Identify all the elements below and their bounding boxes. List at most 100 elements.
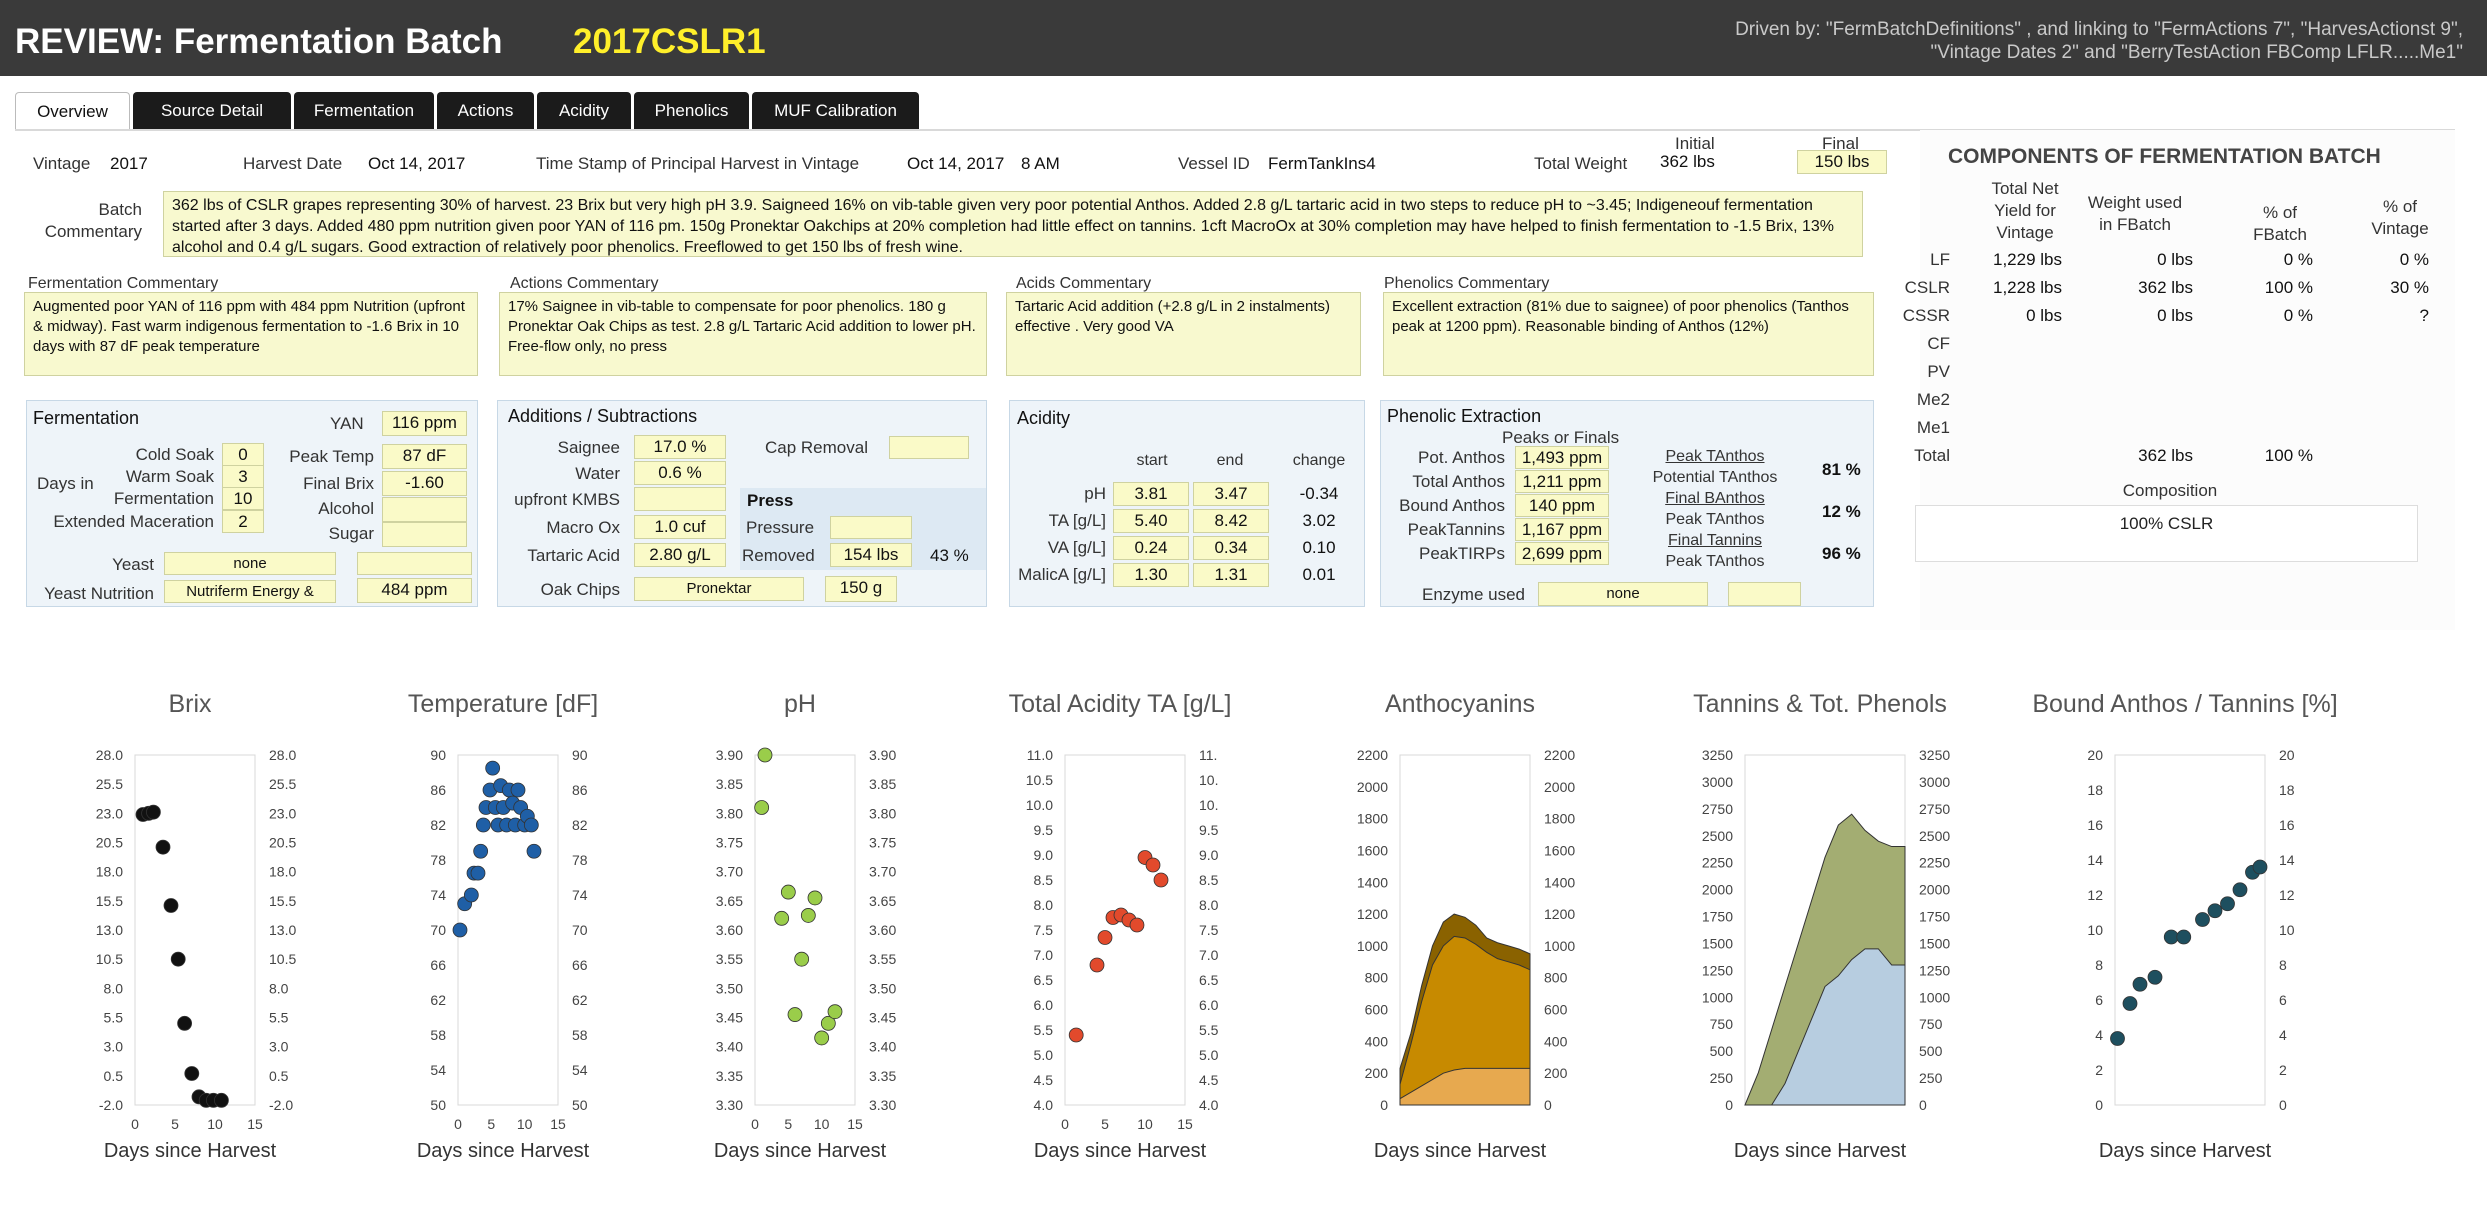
acidity-end-value[interactable]: 8.42 bbox=[1193, 509, 1269, 533]
y-tick-label-right: 400 bbox=[1544, 1033, 1568, 1049]
x-axis-label: Days since Harvest bbox=[416, 1140, 590, 1162]
final-brix-value[interactable]: -1.60 bbox=[382, 471, 467, 496]
y-tick-label: 750 bbox=[1710, 1016, 1734, 1032]
actions-commentary-text[interactable]: 17% Saignee in vib-table to compensate f… bbox=[499, 292, 987, 376]
x-tick-label: 0 bbox=[454, 1116, 462, 1132]
water-value[interactable]: 0.6 % bbox=[634, 461, 726, 485]
tab-muf-calibration[interactable]: MUF Calibration bbox=[752, 92, 919, 129]
component-name: CF bbox=[1927, 334, 1950, 353]
y-tick-label: 1500 bbox=[1702, 935, 1733, 951]
acidity-row-label: MalicA [g/L] bbox=[1018, 565, 1106, 584]
tartaric-acid-value[interactable]: 2.80 g/L bbox=[634, 543, 726, 567]
acidity-end-value[interactable]: 3.47 bbox=[1193, 482, 1269, 506]
tab-overview[interactable]: Overview bbox=[15, 92, 130, 129]
chart-svg: -2.0 -2.0 0.5 0.5 3.0 3.0 5.5 5.5 8.0 8.0 10.5 10.5… bbox=[96, 747, 297, 1132]
acids-commentary-text[interactable]: Tartaric Acid addition (+2.8 g/L in 2 in… bbox=[1006, 292, 1361, 376]
x-axis-label: Days since Harvest bbox=[1033, 1140, 1207, 1162]
phenolic-row-value[interactable]: 1,211 ppm bbox=[1515, 470, 1609, 493]
cap-removal-value[interactable] bbox=[889, 436, 969, 459]
yan-value[interactable]: 116 ppm bbox=[382, 411, 467, 436]
data-point bbox=[155, 839, 171, 855]
upfront-kmbs-value[interactable] bbox=[634, 487, 726, 511]
phenolic-row-value[interactable]: 1,167 ppm bbox=[1515, 518, 1609, 541]
y-tick-label: 3.45 bbox=[716, 1010, 743, 1026]
enzyme-extra-value[interactable] bbox=[1728, 582, 1801, 606]
component-used: 362 lbs bbox=[2138, 446, 2193, 465]
fermentation-days-value[interactable]: 10 bbox=[222, 487, 264, 510]
tab-actions[interactable]: Actions bbox=[437, 92, 534, 129]
data-point bbox=[473, 843, 489, 859]
x-tick-label: 10 bbox=[814, 1116, 830, 1132]
y-tick-label: 1000 bbox=[1357, 938, 1388, 954]
final-weight-value[interactable]: 150 lbs bbox=[1797, 150, 1887, 174]
data-point bbox=[794, 951, 810, 967]
oak-chips-value[interactable]: Pronektar bbox=[634, 577, 804, 601]
acidity-start-value[interactable]: 0.24 bbox=[1113, 536, 1189, 560]
sugar-value[interactable] bbox=[382, 522, 467, 547]
warm-soak-label: Warm Soak bbox=[125, 467, 214, 486]
y-tick-label-right: 25.5 bbox=[269, 776, 296, 792]
peaks-label: Peaks or Finals bbox=[1502, 428, 1620, 447]
data-point bbox=[510, 782, 526, 798]
phenolic-row-value[interactable]: 140 ppm bbox=[1515, 494, 1609, 517]
tab-source-detail[interactable]: Source Detail bbox=[133, 92, 291, 129]
acidity-change-value: -0.34 bbox=[1299, 484, 1339, 503]
peak-temp-value[interactable]: 87 dF bbox=[382, 444, 467, 469]
extended-maceration-value[interactable]: 2 bbox=[222, 510, 264, 533]
harvest-date-label: Harvest Date bbox=[243, 154, 343, 173]
y-tick-label: 3.60 bbox=[716, 922, 743, 938]
cold-soak-value[interactable]: 0 bbox=[222, 443, 264, 466]
y-tick-label-right: 8.5 bbox=[1199, 872, 1219, 888]
y-tick-label-right: 11. bbox=[1199, 747, 1217, 763]
x-tick-label: 0 bbox=[751, 1116, 759, 1132]
y-tick-label: 3.55 bbox=[716, 951, 743, 967]
enzyme-value[interactable]: none bbox=[1538, 582, 1708, 606]
removed-value[interactable]: 154 lbs bbox=[830, 543, 912, 567]
y-tick-label: 4 bbox=[2095, 1027, 2103, 1043]
tab-acidity[interactable]: Acidity bbox=[537, 92, 631, 129]
y-tick-label-right: 3.80 bbox=[869, 805, 896, 821]
warm-soak-value[interactable]: 3 bbox=[222, 465, 264, 488]
macro-ox-value[interactable]: 1.0 cuf bbox=[634, 515, 726, 539]
acidity-start-value[interactable]: 1.30 bbox=[1113, 563, 1189, 587]
yeast-nutrition-amount[interactable]: 484 ppm bbox=[357, 578, 472, 603]
y-tick-label: 3.85 bbox=[716, 776, 743, 792]
yeast-nutrition-value[interactable]: Nutriferm Energy & bbox=[164, 580, 336, 603]
y-tick-label: 3.75 bbox=[716, 835, 743, 851]
acidity-start-value[interactable]: 5.40 bbox=[1113, 509, 1189, 533]
component-pct-vintage: 0 % bbox=[2399, 250, 2429, 269]
y-tick-label-right: 7.5 bbox=[1199, 922, 1219, 938]
phenolic-row-value[interactable]: 2,699 ppm bbox=[1515, 542, 1609, 565]
acidity-start-value[interactable]: 3.81 bbox=[1113, 482, 1189, 506]
y-tick-label: 50 bbox=[430, 1097, 446, 1113]
component-name: CSSR bbox=[1902, 306, 1950, 325]
phenolic-row-value[interactable]: 1,493 ppm bbox=[1515, 446, 1609, 469]
batch-commentary-text[interactable]: 362 lbs of CSLR grapes representing 30% … bbox=[163, 191, 1863, 257]
initial-weight-value: 362 lbs bbox=[1660, 152, 1715, 171]
data-point bbox=[2176, 929, 2192, 945]
x-tick-label: 5 bbox=[171, 1116, 179, 1132]
y-tick-label: 20 bbox=[2087, 747, 2103, 763]
tab-fermentation[interactable]: Fermentation bbox=[294, 92, 434, 129]
saignee-value[interactable]: 17.0 % bbox=[634, 435, 726, 459]
chart-bound: Bound Anthos / Tannins [%] 0 0 2 2 4 4 6 6 8 8 10 10… bbox=[2010, 690, 2360, 1190]
y-tick-label-right: 1250 bbox=[1919, 962, 1950, 978]
y-tick-label: 23.0 bbox=[96, 805, 123, 821]
acidity-end-value[interactable]: 1.31 bbox=[1193, 563, 1269, 587]
phenolics-commentary-text[interactable]: Excellent extraction (81% due to saignee… bbox=[1383, 292, 1874, 376]
y-tick-label: 3000 bbox=[1702, 774, 1733, 790]
alcohol-value[interactable] bbox=[382, 497, 467, 522]
tab-phenolics[interactable]: Phenolics bbox=[634, 92, 749, 129]
oak-chips-amount[interactable]: 150 g bbox=[825, 576, 897, 602]
x-tick-label: 10 bbox=[207, 1116, 223, 1132]
y-tick-label-right: 0 bbox=[1544, 1097, 1552, 1113]
fermentation-commentary-text[interactable]: Augmented poor YAN of 116 ppm with 484 p… bbox=[24, 292, 478, 376]
data-point bbox=[2163, 929, 2179, 945]
y-tick-label: 1200 bbox=[1357, 906, 1388, 922]
pressure-value[interactable] bbox=[830, 516, 912, 539]
yeast-extra-value[interactable] bbox=[357, 552, 472, 575]
yeast-value[interactable]: none bbox=[164, 552, 336, 575]
data-point bbox=[2252, 859, 2268, 875]
y-tick-label: 2500 bbox=[1702, 828, 1733, 844]
acidity-end-value[interactable]: 0.34 bbox=[1193, 536, 1269, 560]
